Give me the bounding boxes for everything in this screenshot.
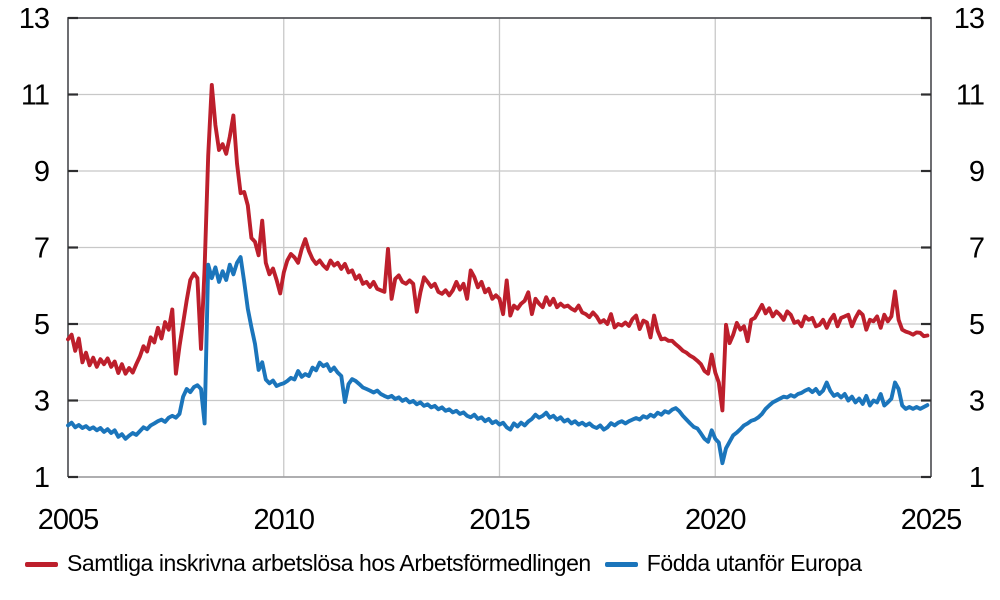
x-axis-label-2005: 2005	[38, 504, 99, 536]
y-axis-label-left-7: 7	[34, 233, 49, 265]
y-axis-label-left-1: 1	[34, 462, 49, 494]
x-axis-label-2015: 2015	[469, 504, 530, 536]
x-axis-label-2020: 2020	[685, 504, 746, 536]
y-axis-label-right-13: 13	[954, 3, 984, 35]
series-line-fodda-utanfor-europa	[66, 255, 930, 466]
y-axis-label-left-9: 9	[34, 156, 49, 188]
series-line-samtliga	[66, 82, 930, 413]
y-axis-label-right-5: 5	[969, 309, 984, 341]
x-axis-label-2025: 2025	[901, 504, 962, 536]
y-axis-label-right-3: 3	[969, 386, 984, 418]
legend-line-blue-icon	[604, 561, 638, 568]
y-axis-label-left-11: 11	[21, 80, 49, 112]
legend-label-samtliga: Samtliga inskrivna arbetslösa hos Arbets…	[67, 550, 591, 576]
y-axis-label-right-9: 9	[969, 156, 984, 188]
y-axis-label-right-7: 7	[969, 233, 984, 265]
legend-line-red-icon	[25, 561, 58, 568]
legend-item-fodda: Födda utanför Europa	[604, 550, 862, 577]
legend-label-fodda: Födda utanför Europa	[646, 550, 862, 576]
y-axis-label-left-13: 13	[19, 3, 49, 35]
y-axis-label-left-3: 3	[34, 386, 49, 418]
chart-legend: Samtliga inskrivna arbetslösa hos Arbets…	[25, 552, 862, 577]
y-axis-label-left-5: 5	[34, 309, 49, 341]
y-axis-label-right-11: 11	[956, 80, 984, 112]
legend-item-samtliga: Samtliga inskrivna arbetslösa hos Arbets…	[25, 552, 591, 577]
y-axis-label-right-1: 1	[969, 462, 984, 494]
x-axis-label-2010: 2010	[253, 504, 314, 536]
